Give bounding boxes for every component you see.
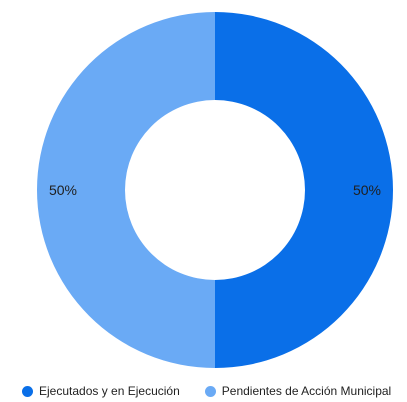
- data-label-1: 50%: [49, 182, 77, 198]
- chart-data-labels: 50% 50%: [49, 182, 381, 198]
- data-label-0: 50%: [353, 182, 381, 198]
- chart-slices: [37, 12, 393, 368]
- chart-legend: Ejecutados y en Ejecución Pendientes de …: [22, 381, 391, 401]
- legend-item-ejecutados[interactable]: Ejecutados y en Ejecución: [22, 384, 180, 398]
- legend-label-ejecutados: Ejecutados y en Ejecución: [39, 384, 180, 398]
- slice-0[interactable]: [215, 12, 393, 368]
- legend-item-pendientes[interactable]: Pendientes de Acción Municipal: [204, 384, 392, 398]
- legend-label-pendientes: Pendientes de Acción Municipal: [221, 384, 392, 398]
- legend-swatch-ejecutados: [22, 385, 33, 397]
- slice-1[interactable]: [37, 12, 215, 368]
- legend-swatch-pendientes: [204, 385, 216, 397]
